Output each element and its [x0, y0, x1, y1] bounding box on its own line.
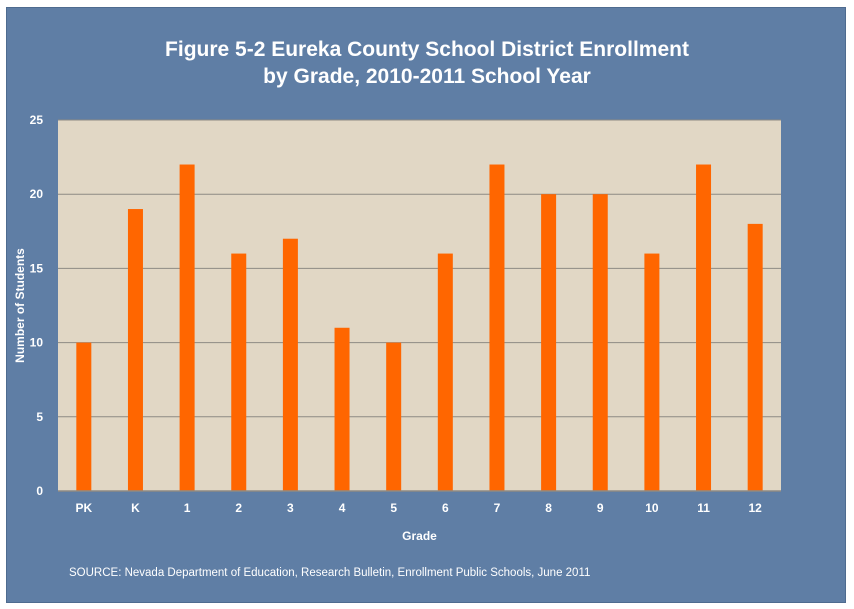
bar	[386, 342, 402, 491]
bar	[489, 164, 505, 491]
x-tick-label: 10	[645, 501, 659, 515]
x-axis-ticks: PK K 1 2 3 4 5 6 7 8 9 10 11 12	[75, 501, 762, 515]
x-tick-label: 3	[287, 501, 294, 515]
y-tick-label: 0	[36, 484, 43, 498]
y-tick-label: 25	[30, 113, 44, 127]
x-tick-label: 11	[697, 501, 710, 515]
x-axis-label: Grade	[402, 529, 437, 543]
x-tick-label: 5	[390, 501, 397, 515]
x-tick-label: 12	[748, 501, 762, 515]
source-note: SOURCE: Nevada Department of Education, …	[69, 567, 591, 579]
bar	[437, 253, 453, 491]
y-axis-label: Number of Students	[13, 248, 27, 363]
x-tick-label: PK	[75, 501, 92, 515]
x-tick-label: 9	[597, 501, 604, 515]
x-tick-label: 2	[235, 501, 242, 515]
bars	[76, 164, 763, 492]
bar	[592, 194, 608, 491]
x-tick-label: 4	[339, 501, 346, 515]
x-tick-label: 1	[184, 501, 191, 515]
x-tick-label: 7	[494, 501, 501, 515]
chart-title: Figure 5-2 Eureka County School District…	[0, 36, 854, 90]
bar	[282, 238, 298, 491]
bar	[644, 253, 660, 491]
x-tick-label: 8	[545, 501, 552, 515]
y-tick-label: 5	[36, 410, 43, 424]
y-tick-label: 20	[30, 187, 44, 201]
bar	[334, 327, 350, 491]
bar	[696, 164, 712, 491]
bar	[747, 223, 763, 491]
x-tick-label: 6	[442, 501, 449, 515]
bar	[127, 209, 143, 492]
y-axis-ticks: 0 5 10 15 20 25	[30, 113, 44, 498]
gridlines	[58, 119, 781, 418]
y-tick-label: 10	[30, 336, 44, 350]
chart-title-line-2: by Grade, 2010-2011 School Year	[263, 65, 591, 88]
bar	[76, 342, 92, 491]
y-tick-label: 15	[30, 261, 44, 275]
bar	[231, 253, 247, 491]
chart-title-line-1: Figure 5-2 Eureka County School District…	[165, 38, 689, 61]
x-tick-label: K	[131, 501, 140, 515]
bar	[179, 164, 195, 491]
plot-area	[58, 120, 781, 491]
bar	[541, 194, 557, 491]
